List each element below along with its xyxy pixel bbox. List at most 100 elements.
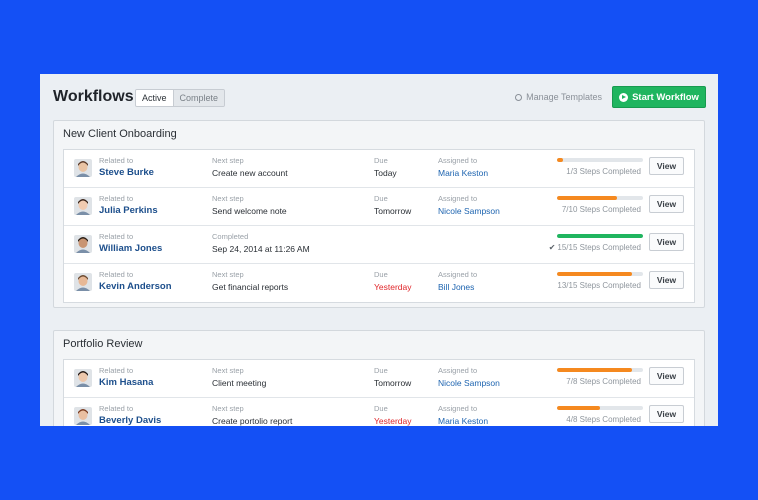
workflow-row: Related to William Jones Completed Sep 24, … bbox=[64, 226, 694, 264]
progress-fill bbox=[557, 272, 632, 276]
progress-fill bbox=[557, 196, 618, 200]
person-name-link[interactable]: Beverly Davis bbox=[99, 415, 162, 426]
step-label: Next step bbox=[212, 194, 244, 203]
assigned-to-label: Assigned to bbox=[438, 156, 478, 165]
person-name-link[interactable]: Julia Perkins bbox=[99, 205, 158, 216]
progress-fill bbox=[557, 158, 563, 162]
workflow-row: Related to Kevin Anderson Next step Get fin… bbox=[64, 264, 694, 302]
related-to-label: Related to bbox=[99, 194, 134, 203]
assignee-link[interactable]: Maria Keston bbox=[438, 416, 489, 426]
progress-bar bbox=[557, 196, 643, 200]
steps-completed-text: 7/10 Steps Completed bbox=[561, 205, 641, 214]
steps-completed: 7/8 Steps Completed bbox=[566, 377, 641, 386]
due-value: Tomorrow bbox=[374, 206, 412, 216]
view-button[interactable]: View bbox=[649, 233, 684, 251]
step-value: Sep 24, 2014 at 11:26 AM bbox=[212, 244, 310, 254]
avatar bbox=[74, 235, 92, 253]
steps-completed-text: 4/8 Steps Completed bbox=[566, 415, 641, 424]
view-button[interactable]: View bbox=[649, 157, 684, 175]
step-value: Client meeting bbox=[212, 378, 267, 388]
person-name-link[interactable]: William Jones bbox=[99, 243, 163, 254]
status-tabs: Active Complete bbox=[135, 89, 226, 107]
steps-completed-text: 15/15 Steps Completed bbox=[557, 243, 641, 252]
due-label: Due bbox=[374, 366, 388, 375]
assigned-to-label: Assigned to bbox=[438, 404, 478, 413]
step-value: Create portolio report bbox=[212, 416, 293, 426]
progress-fill bbox=[557, 406, 600, 410]
assignee-link[interactable]: Bill Jones bbox=[438, 282, 475, 292]
workflow-row: Related to Steve Burke Next step Create new… bbox=[64, 150, 694, 188]
steps-completed: 1/3 Steps Completed bbox=[566, 167, 641, 176]
assignee-link[interactable]: Nicole Sampson bbox=[438, 378, 500, 388]
avatar bbox=[74, 407, 92, 425]
person-name-link[interactable]: Kim Hasana bbox=[99, 377, 154, 388]
assigned-to-label: Assigned to bbox=[438, 270, 478, 279]
due-label: Due bbox=[374, 194, 388, 203]
page-title: Workflows bbox=[53, 88, 134, 105]
assigned-to-label: Assigned to bbox=[438, 194, 478, 203]
workflow-panel: Portfolio Review Related to Kim Hasana Nex… bbox=[53, 330, 705, 426]
related-to-label: Related to bbox=[99, 270, 134, 279]
person-name-link[interactable]: Kevin Anderson bbox=[99, 281, 172, 292]
progress-bar bbox=[557, 368, 643, 372]
related-to-label: Related to bbox=[99, 232, 134, 241]
progress-bar bbox=[557, 234, 643, 238]
page-header: Workflows Active Complete Manage Templat… bbox=[40, 74, 718, 120]
step-label: Next step bbox=[212, 156, 244, 165]
workflow-panel: New Client Onboarding Related to Steve Bu… bbox=[53, 120, 705, 308]
tab-complete[interactable]: Complete bbox=[173, 90, 225, 106]
steps-completed-text: 7/8 Steps Completed bbox=[566, 377, 641, 386]
workflow-list: Related to Steve Burke Next step Create new… bbox=[63, 149, 695, 303]
checkmark-icon: ✔ bbox=[548, 243, 556, 252]
view-button[interactable]: View bbox=[649, 367, 684, 385]
start-workflow-button[interactable]: Start Workflow bbox=[612, 86, 706, 108]
view-button[interactable]: View bbox=[649, 271, 684, 289]
steps-completed: 7/10 Steps Completed bbox=[562, 205, 641, 214]
steps-completed-text: 1/3 Steps Completed bbox=[566, 167, 641, 176]
due-value: Today bbox=[374, 168, 397, 178]
related-to-label: Related to bbox=[99, 156, 134, 165]
person-name-link[interactable]: Steve Burke bbox=[99, 167, 154, 178]
step-label: Next step bbox=[212, 366, 244, 375]
start-workflow-label: Start Workflow bbox=[632, 91, 699, 103]
panel-title: Portfolio Review bbox=[63, 338, 143, 350]
view-button[interactable]: View bbox=[649, 195, 684, 213]
progress-bar bbox=[557, 272, 643, 276]
step-value: Send welcome note bbox=[212, 206, 287, 216]
progress-bar bbox=[557, 158, 643, 162]
step-label: Next step bbox=[212, 404, 244, 413]
steps-completed: 4/8 Steps Completed bbox=[566, 415, 641, 424]
manage-templates-link[interactable]: Manage Templates bbox=[515, 92, 602, 102]
avatar bbox=[74, 369, 92, 387]
assignee-link[interactable]: Maria Keston bbox=[438, 168, 489, 178]
due-value: Tomorrow bbox=[374, 378, 412, 388]
step-value: Get financial reports bbox=[212, 282, 289, 292]
progress-fill bbox=[557, 368, 633, 372]
workflows-app: Workflows Active Complete Manage Templat… bbox=[40, 74, 718, 426]
due-value: Yesterday bbox=[374, 416, 412, 426]
assignee-link[interactable]: Nicole Sampson bbox=[438, 206, 500, 216]
workflow-list: Related to Kim Hasana Next step Client meet… bbox=[63, 359, 695, 426]
due-value: Yesterday bbox=[374, 282, 412, 292]
due-label: Due bbox=[374, 404, 388, 413]
play-icon bbox=[619, 92, 629, 102]
steps-completed-text: 13/15 Steps Completed bbox=[557, 281, 641, 290]
step-label: Completed bbox=[212, 232, 249, 241]
due-label: Due bbox=[374, 270, 388, 279]
step-label: Next step bbox=[212, 270, 244, 279]
steps-completed: ✔ 15/15 Steps Completed bbox=[549, 243, 641, 252]
view-button[interactable]: View bbox=[649, 405, 684, 423]
manage-templates-label: Manage Templates bbox=[526, 92, 602, 102]
tab-active[interactable]: Active bbox=[136, 90, 174, 106]
related-to-label: Related to bbox=[99, 366, 134, 375]
progress-bar bbox=[557, 406, 643, 410]
workflow-row: Related to Beverly Davis Next step Create p… bbox=[64, 398, 694, 426]
avatar bbox=[74, 197, 92, 215]
step-value: Create new account bbox=[212, 168, 288, 178]
avatar bbox=[74, 273, 92, 291]
assigned-to-label: Assigned to bbox=[438, 366, 478, 375]
workflow-row: Related to Kim Hasana Next step Client meet… bbox=[64, 360, 694, 398]
due-label: Due bbox=[374, 156, 388, 165]
related-to-label: Related to bbox=[99, 404, 134, 413]
panel-title: New Client Onboarding bbox=[63, 128, 177, 140]
